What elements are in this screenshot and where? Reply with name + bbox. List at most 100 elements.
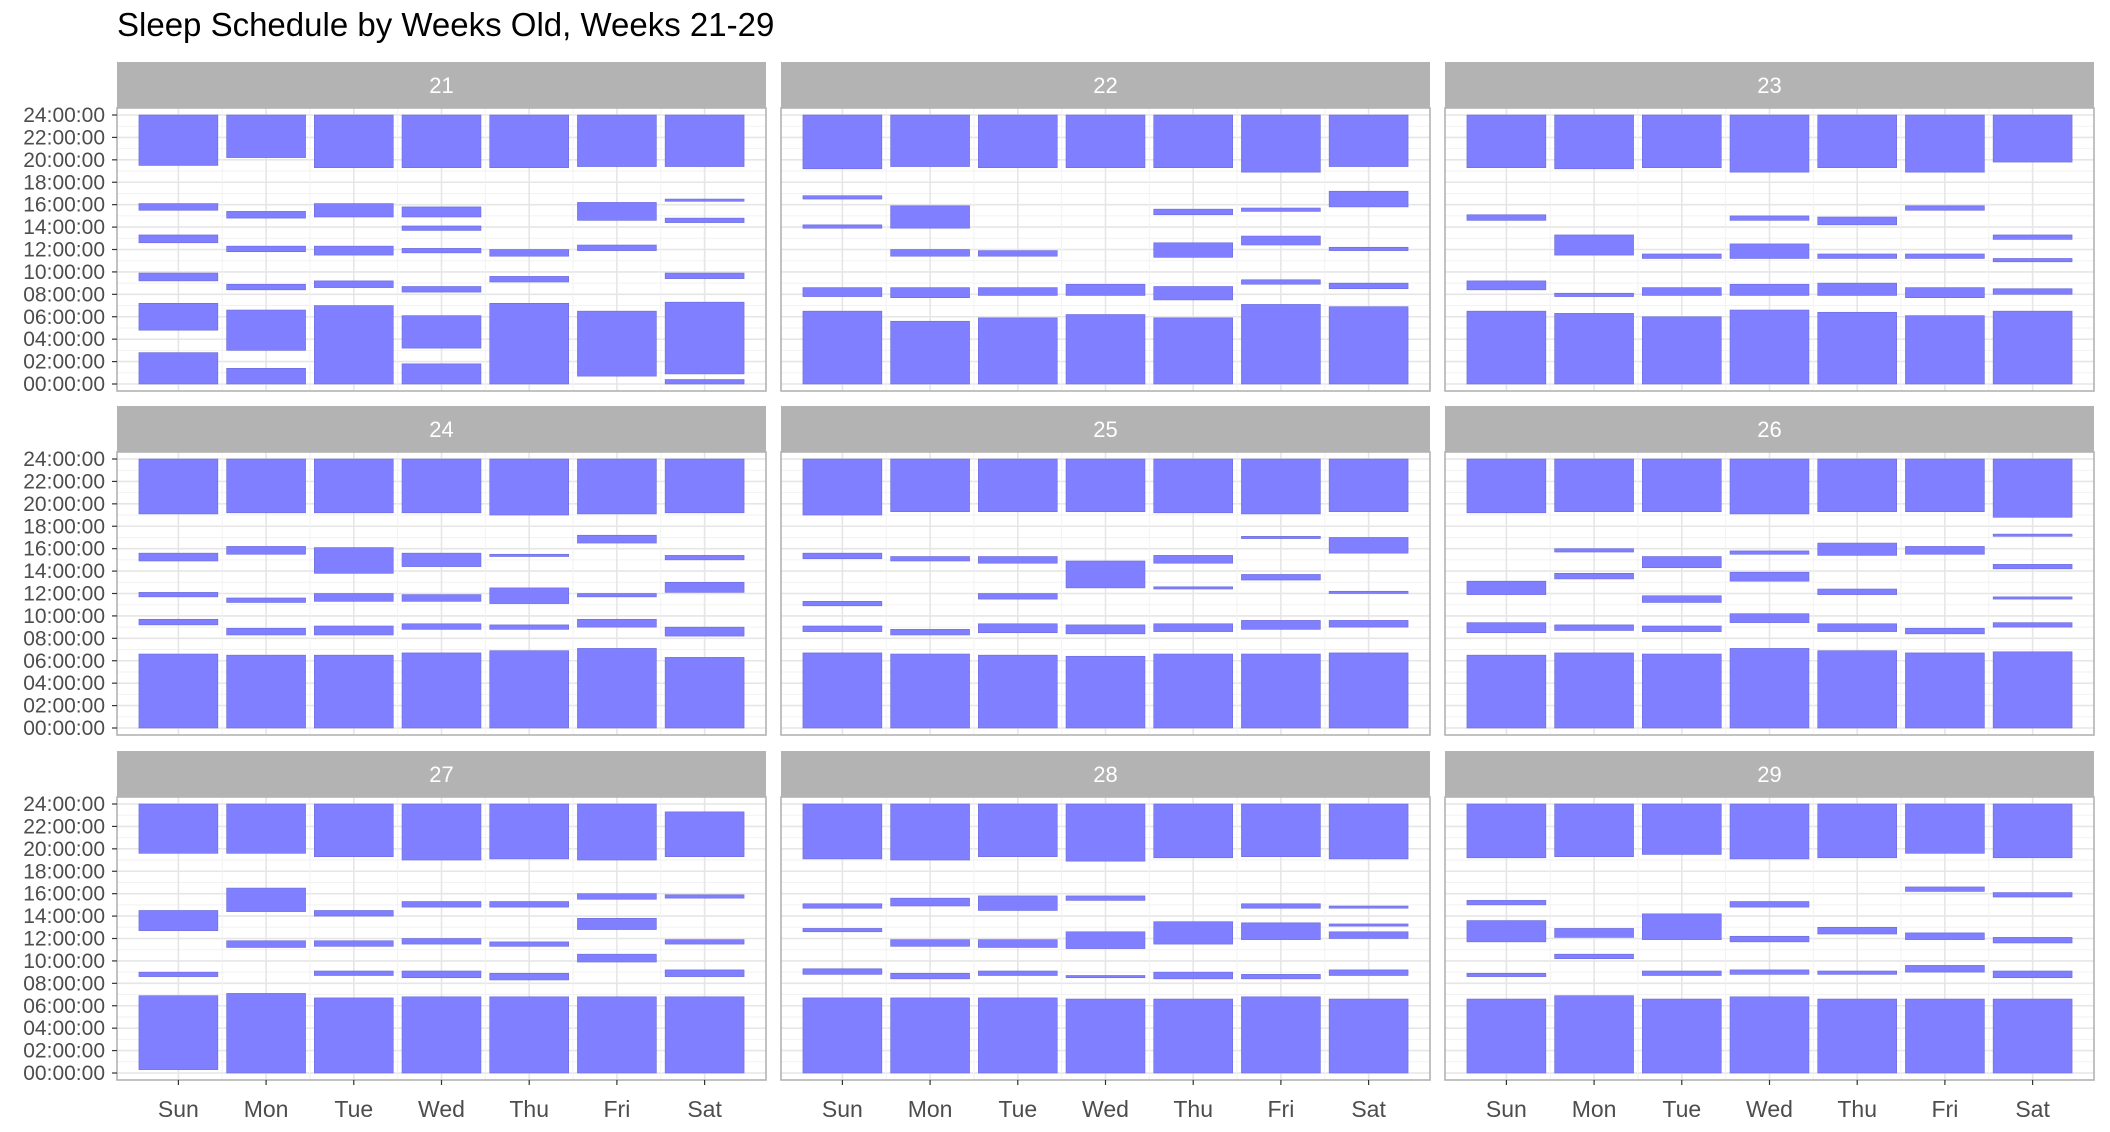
sleep-bar-fri bbox=[577, 918, 657, 930]
sleep-bar-mon bbox=[890, 803, 970, 861]
sleep-bar-tue bbox=[314, 547, 394, 574]
sleep-bar-sun bbox=[138, 272, 219, 282]
sleep-bar-mon bbox=[226, 368, 306, 385]
y-tick-label: 08:00:00 bbox=[23, 972, 105, 995]
sleep-bar-tue bbox=[978, 970, 1058, 976]
x-tick-label: Fri bbox=[1931, 1096, 1958, 1122]
sleep-bar-sun bbox=[802, 601, 883, 607]
sleep-bar-fri bbox=[1241, 574, 1321, 581]
facet-strip-label: 24 bbox=[429, 417, 453, 442]
facet-strip-label: 22 bbox=[1093, 73, 1117, 98]
sleep-bar-fri bbox=[577, 114, 657, 167]
sleep-bar-tue bbox=[1642, 556, 1722, 569]
sleep-bar-tue bbox=[314, 654, 394, 729]
y-tick-label: 12:00:00 bbox=[23, 239, 105, 262]
y-tick-label: 20:00:00 bbox=[23, 493, 105, 516]
sleep-bar-mon bbox=[1554, 292, 1634, 297]
sleep-bar-mon bbox=[890, 629, 970, 636]
x-tick-label: Mon bbox=[1572, 1096, 1617, 1122]
sleep-bar-sat bbox=[1328, 969, 1409, 976]
sleep-bar-sun bbox=[1466, 900, 1547, 906]
sleep-bar-tue bbox=[314, 803, 394, 857]
sleep-bar-thu bbox=[1153, 114, 1233, 168]
y-tick-label: 12:00:00 bbox=[23, 583, 105, 606]
facet-strip-label: 27 bbox=[429, 762, 453, 787]
sleep-bar-tue bbox=[314, 305, 394, 385]
sleep-bar-thu bbox=[489, 803, 569, 860]
sleep-bar-sun bbox=[138, 803, 219, 854]
sleep-bar-sun bbox=[138, 910, 219, 931]
sleep-bar-sun bbox=[802, 458, 883, 516]
y-tick-label: 00:00:00 bbox=[23, 717, 105, 740]
y-tick-label: 24:00:00 bbox=[23, 104, 105, 127]
sleep-bar-sun bbox=[138, 552, 219, 562]
sleep-bar-wed bbox=[1065, 458, 1146, 512]
y-tick-label: 20:00:00 bbox=[23, 838, 105, 861]
sleep-bar-tue bbox=[1642, 625, 1722, 632]
sleep-bar-thu bbox=[1817, 588, 1897, 595]
sleep-bar-fri bbox=[1241, 996, 1321, 1074]
chart-title: Sleep Schedule by Weeks Old, Weeks 21-29 bbox=[117, 6, 775, 43]
sleep-bar-thu bbox=[1153, 555, 1233, 564]
sleep-bar-wed bbox=[401, 623, 482, 630]
sleep-bar-tue bbox=[314, 203, 394, 218]
sleep-bar-mon bbox=[1554, 953, 1634, 959]
sleep-bar-fri bbox=[577, 648, 657, 729]
sleep-bar-sat bbox=[1992, 533, 2073, 537]
facet-panel-25: 25 bbox=[780, 406, 1431, 736]
sleep-bar-fri bbox=[1241, 536, 1321, 539]
sleep-bar-sun bbox=[138, 592, 219, 598]
sleep-bar-fri bbox=[1905, 803, 1985, 854]
sleep-bar-wed bbox=[1729, 458, 1810, 515]
facet-strip bbox=[1445, 406, 2094, 452]
sleep-bar-sun bbox=[802, 224, 883, 229]
sleep-bar-wed bbox=[401, 901, 482, 908]
sleep-bar-thu bbox=[1153, 242, 1233, 258]
x-tick-label: Sun bbox=[1486, 1096, 1527, 1122]
sleep-bar-sat bbox=[664, 301, 745, 375]
sleep-bar-sat bbox=[664, 811, 745, 857]
sleep-bar-fri bbox=[1241, 235, 1321, 246]
sleep-bar-mon bbox=[1554, 573, 1634, 580]
sleep-bar-wed bbox=[401, 225, 482, 231]
sleep-bar-tue bbox=[314, 593, 394, 602]
sleep-bar-mon bbox=[226, 211, 306, 219]
sleep-bar-thu bbox=[1817, 458, 1897, 512]
sleep-bar-tue bbox=[314, 114, 394, 168]
sleep-bar-sat bbox=[1328, 652, 1409, 729]
sleep-bar-sun bbox=[802, 968, 883, 975]
y-tick-label: 06:00:00 bbox=[23, 306, 105, 329]
facet-strip bbox=[1445, 62, 2094, 108]
sleep-bar-mon bbox=[1554, 458, 1634, 512]
sleep-bar-wed bbox=[401, 996, 482, 1074]
sleep-bar-fri bbox=[577, 458, 657, 515]
sleep-bar-tue bbox=[314, 970, 394, 976]
sleep-bar-sun bbox=[802, 997, 883, 1074]
sleep-bar-fri bbox=[577, 593, 657, 598]
sleep-bar-wed bbox=[1729, 283, 1810, 296]
sleep-bar-tue bbox=[978, 250, 1058, 257]
sleep-bar-wed bbox=[401, 803, 482, 861]
facet-strip-label: 26 bbox=[1757, 417, 1781, 442]
sleep-bar-wed bbox=[401, 248, 482, 254]
sleep-bar-thu bbox=[489, 650, 569, 729]
panel-border bbox=[780, 451, 1431, 736]
facet-strip bbox=[117, 406, 766, 452]
sleep-bar-sun bbox=[138, 203, 219, 211]
sleep-bar-sun bbox=[138, 458, 219, 515]
sleep-bar-mon bbox=[1554, 234, 1634, 256]
sleep-bar-thu bbox=[1817, 216, 1897, 226]
sleep-bar-sat bbox=[664, 458, 745, 514]
sleep-bar-wed bbox=[1065, 114, 1146, 168]
sleep-bar-fri bbox=[577, 893, 657, 900]
y-tick-label: 04:00:00 bbox=[23, 1017, 105, 1040]
sleep-bar-wed bbox=[1729, 969, 1810, 975]
sleep-bar-sat bbox=[1328, 306, 1409, 385]
sleep-bar-wed bbox=[1065, 283, 1146, 296]
sleep-bar-tue bbox=[1642, 458, 1722, 512]
sleep-bar-thu bbox=[1153, 803, 1233, 859]
sleep-bar-wed bbox=[1065, 624, 1146, 635]
sleep-bar-mon bbox=[226, 597, 306, 603]
y-tick-label: 00:00:00 bbox=[23, 373, 105, 396]
sleep-bar-mon bbox=[890, 653, 970, 729]
